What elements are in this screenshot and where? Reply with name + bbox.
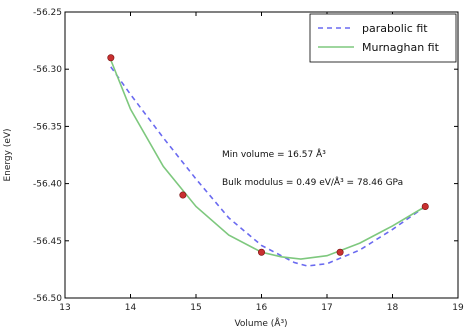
legend-box <box>309 13 457 63</box>
data-point <box>336 248 344 256</box>
x-axis-label: Volume (Å³) <box>234 317 287 329</box>
y-tick-labels: -56.25 -56.30 -56.35 -56.40 -56.45 -56.50 <box>33 8 62 304</box>
y-tick-label: -56.50 <box>33 294 62 304</box>
data-point <box>421 202 429 210</box>
y-axis-label: Energy (eV) <box>3 128 13 181</box>
x-tick-label: 14 <box>125 303 137 313</box>
annotation-min-volume: Min volume = 16.57 Å³ <box>222 148 326 160</box>
data-points <box>107 54 429 256</box>
x-tick-label: 18 <box>387 303 399 313</box>
data-point <box>179 191 187 199</box>
x-tick-label: 13 <box>59 303 70 313</box>
data-point <box>257 248 265 256</box>
x-tick-labels: 13 14 15 16 17 18 19 <box>59 303 464 313</box>
x-tick-label: 19 <box>452 303 464 313</box>
legend-label-parabolic: parabolic fit <box>362 22 428 35</box>
parabolic-fit-line <box>110 66 426 267</box>
y-tick-label: -56.45 <box>33 237 62 247</box>
y-tick-label: -56.30 <box>33 65 62 75</box>
y-tick-label: -56.25 <box>33 8 62 18</box>
y-tick-label: -56.35 <box>33 122 62 132</box>
data-point <box>107 54 115 62</box>
y-tick-label: -56.40 <box>33 180 62 190</box>
x-tick-label: 16 <box>256 303 268 313</box>
murnaghan-fit-line <box>110 59 426 260</box>
x-tick-label: 17 <box>321 303 332 313</box>
annotation-bulk-modulus: Bulk modulus = 0.49 eV/Å³ = 78.46 GPa <box>222 176 403 188</box>
legend: parabolic fit Murnaghan fit <box>309 13 457 63</box>
fit-curves <box>110 59 426 267</box>
x-tick-label: 15 <box>190 303 201 313</box>
legend-label-murnaghan: Murnaghan fit <box>362 41 440 54</box>
